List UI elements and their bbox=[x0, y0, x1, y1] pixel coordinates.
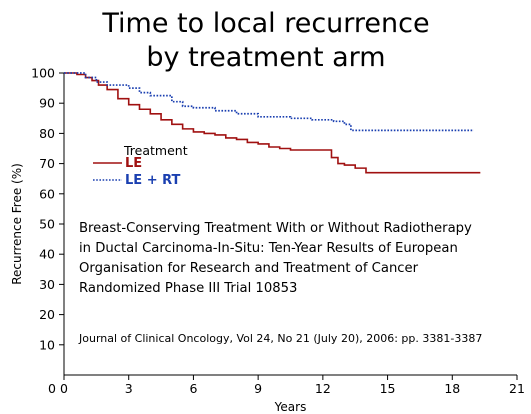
legend: Treatment LE LE + RT bbox=[93, 143, 188, 188]
x-tick-label: 15 bbox=[380, 381, 396, 396]
y-tick-label: 10 bbox=[39, 337, 55, 352]
annotation-line: Organisation for Research and Treatment … bbox=[79, 261, 419, 276]
series-group bbox=[64, 72, 481, 174]
x-tick-label: 3 bbox=[125, 381, 133, 396]
series-line-le bbox=[64, 72, 481, 174]
y-tick-label: 50 bbox=[39, 217, 55, 232]
x-tick-label: 18 bbox=[444, 381, 460, 396]
y-tick-label: 80 bbox=[39, 126, 55, 141]
origin-label: 0 bbox=[48, 381, 56, 396]
annotation-line: in Ductal Carcinoma-In-Situ: Ten-Year Re… bbox=[79, 241, 458, 256]
y-tick-label: 90 bbox=[39, 96, 55, 111]
legend-title: Treatment bbox=[123, 143, 188, 158]
annotation-line: Breast-Conserving Treatment With or With… bbox=[79, 221, 472, 236]
x-tick-label: 9 bbox=[254, 381, 262, 396]
y-tick-label: 20 bbox=[39, 307, 55, 322]
y-tick-label: 30 bbox=[39, 277, 55, 292]
x-tick-label: 0 bbox=[60, 381, 68, 396]
legend-label: LE bbox=[125, 156, 142, 171]
x-axis-title: Years bbox=[274, 400, 307, 414]
x-ticks: 0 3 6 9 12 15 18 21 bbox=[60, 375, 525, 396]
chart-title-line: by treatment arm bbox=[146, 42, 385, 73]
y-tick-label: 100 bbox=[31, 66, 55, 81]
x-tick-label: 21 bbox=[509, 381, 525, 396]
y-tick-label: 70 bbox=[39, 156, 55, 171]
y-ticks: 10 20 30 40 50 60 70 80 90 100 0 bbox=[31, 66, 64, 396]
annotation-line: Randomized Phase III Trial 10853 bbox=[79, 281, 297, 296]
annotation-block: Breast-Conserving Treatment With or With… bbox=[79, 221, 472, 296]
citation-text: Journal of Clinical Oncology, Vol 24, No… bbox=[78, 332, 482, 345]
y-axis-title: Recurrence Free (%) bbox=[10, 163, 24, 285]
y-tick-label: 40 bbox=[39, 247, 55, 262]
series-line-le-rt bbox=[64, 72, 474, 132]
x-tick-label: 6 bbox=[189, 381, 197, 396]
legend-label: LE + RT bbox=[125, 173, 181, 188]
y-tick-label: 60 bbox=[39, 186, 55, 201]
x-tick-label: 12 bbox=[315, 381, 331, 396]
chart-title-line: Time to local recurrence bbox=[101, 8, 429, 39]
